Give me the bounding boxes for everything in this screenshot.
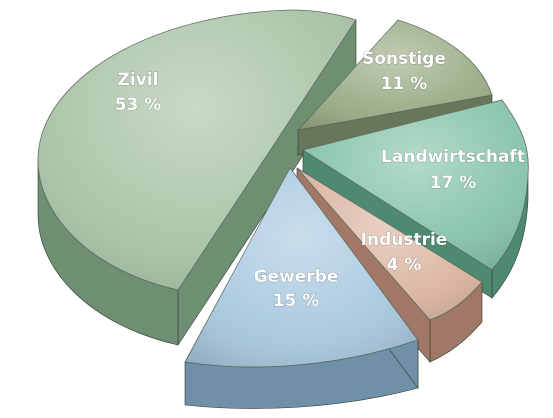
slice-labels: Zivil 53 % Sonstige 11 % Landwirtschaft … — [114, 49, 525, 312]
label-name-industrie: Industrie — [361, 230, 448, 250]
label-name-zivil: Zivil — [118, 70, 159, 90]
slice-shine-landwirtschaft — [303, 100, 529, 270]
slice-group-zivil — [37, 9, 357, 347]
label-name-gewerbe: Gewerbe — [254, 267, 339, 287]
slice-shine-sonstige — [298, 20, 492, 130]
slice-group-gewerbe — [184, 167, 419, 409]
label-name-landwirtschaft: Landwirtschaft — [381, 147, 525, 167]
label-value-zivil: 53 % — [115, 95, 162, 115]
label-value-landwirtschaft: 17 % — [430, 173, 477, 193]
slice-shine-gewerbe — [185, 168, 418, 367]
label-value-sonstige: 11 % — [381, 74, 428, 94]
slice-group-sonstige — [296, 19, 493, 156]
slice-group-industrie — [296, 167, 483, 363]
label-name-sonstige: Sonstige — [362, 49, 446, 69]
slice-shine-zivil — [38, 10, 356, 290]
slice-shine-industrie — [297, 168, 482, 320]
label-value-gewerbe: 15 % — [273, 291, 320, 311]
label-value-industrie: 4 % — [387, 255, 422, 275]
